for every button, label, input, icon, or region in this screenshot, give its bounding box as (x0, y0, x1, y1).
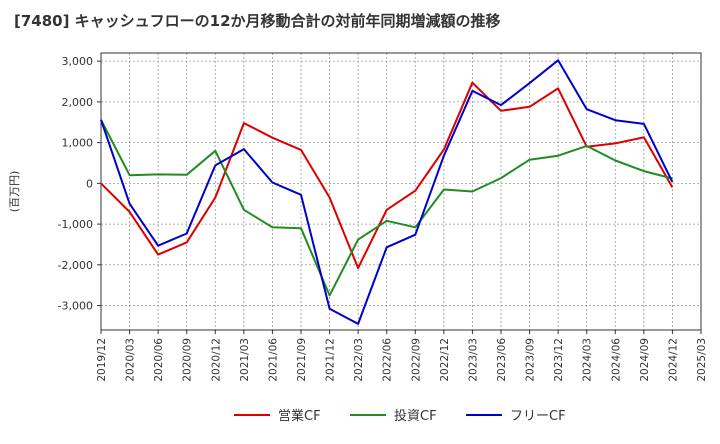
x-tick-label: 2022/09 (410, 338, 422, 382)
x-tick-label: 2025/03 (696, 338, 708, 382)
x-tick-label: 2021/06 (267, 338, 279, 382)
x-tick-label: 2024/03 (582, 338, 594, 382)
series-line-営業CF (100, 81, 674, 270)
x-tick-label: 2021/09 (296, 338, 308, 382)
y-tick-label: -1,000 (58, 218, 93, 231)
x-tick-label: 2021/12 (325, 338, 337, 382)
x-tick-label: 2019/12 (96, 338, 108, 382)
plot-area (100, 52, 702, 331)
y-tick-label: -3,000 (58, 300, 93, 313)
x-tick-label: 2020/03 (125, 338, 137, 382)
chart-title: [7480] キャッシュフローの12か月移動合計の対前年同期増減額の推移 (14, 12, 501, 30)
x-tick-label: 2022/12 (439, 338, 451, 382)
x-tick-label: 2024/06 (610, 338, 622, 382)
x-tick-label: 2020/09 (182, 338, 194, 382)
y-tick-label: -2,000 (58, 259, 93, 272)
x-tick-label: 2023/03 (467, 338, 479, 382)
x-tick-label: 2024/12 (667, 338, 679, 382)
y-tick-label: 0 (86, 177, 93, 190)
y-tick-label: 2,000 (62, 96, 94, 109)
legend-label: フリーCF (510, 409, 566, 424)
x-tick-label: 2021/03 (239, 338, 251, 382)
y-axis-label: (百万円) (8, 171, 21, 213)
x-tick-label: 2022/03 (353, 338, 365, 382)
x-tick-label: 2022/06 (382, 338, 394, 382)
x-tick-label: 2023/06 (496, 338, 508, 382)
x-tick-label: 2023/12 (553, 338, 565, 382)
y-tick-label: 3,000 (62, 55, 94, 68)
x-tick-label: 2020/06 (153, 338, 165, 382)
x-tick-label: 2020/12 (210, 338, 222, 382)
x-tick-label: 2024/09 (639, 338, 651, 382)
series-line-フリーCF (100, 59, 674, 325)
y-tick-label: 1,000 (62, 137, 94, 150)
x-tick-label: 2023/09 (525, 338, 537, 382)
series-line-投資CF (100, 119, 673, 297)
legend-label: 営業CF (278, 408, 321, 424)
legend-label: 投資CF (394, 408, 437, 424)
